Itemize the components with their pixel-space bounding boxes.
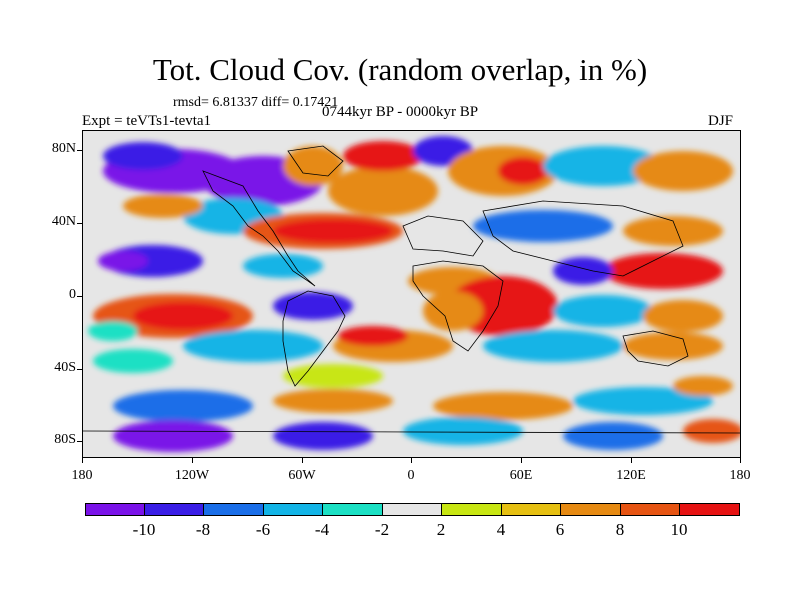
colorbar-box-7 <box>501 503 561 516</box>
map-title: Tot. Cloud Cov. (random overlap, in %) <box>152 52 648 87</box>
lat-label-0: 0 <box>69 287 76 302</box>
lon-tick <box>740 458 741 463</box>
lat-label-80s: 80S <box>54 432 76 447</box>
lon-label-120e: 120E <box>616 468 646 483</box>
lon-label-60e: 60E <box>509 468 533 483</box>
colorbar-box-10 <box>679 503 740 516</box>
lon-label-120w: 120W <box>174 468 210 483</box>
lon-tick <box>82 458 83 463</box>
colorbar-label: 4 <box>496 520 506 539</box>
colorbar-label: -10 <box>132 520 156 539</box>
colorbar-box-4 <box>322 503 383 516</box>
lon-tick <box>302 458 303 463</box>
colorbar-box-3 <box>263 503 323 516</box>
lon-tick <box>411 458 412 463</box>
lon-label-180e: 180 <box>729 468 751 483</box>
colorbar-box-9 <box>620 503 680 516</box>
lon-label-0: 0 <box>407 468 415 483</box>
colorbar <box>85 503 740 516</box>
lat-tick <box>77 150 82 151</box>
colorbar-label: -2 <box>374 520 390 539</box>
rmsd-diff-stats: rmsd= 6.81337 diff= 0.17421 <box>173 95 339 110</box>
lat-tick <box>77 369 82 370</box>
colorbar-box-8 <box>560 503 621 516</box>
coastlines <box>83 145 740 434</box>
experiment-label: Expt = teVTs1-tevta1 <box>82 113 212 129</box>
time-period-label: 0744kyr BP - 0000kyr BP <box>322 104 479 120</box>
colorbar-label: -6 <box>255 520 271 539</box>
colorbar-box-0 <box>85 503 145 516</box>
colorbar-label: 10 <box>670 520 688 539</box>
lat-tick <box>77 223 82 224</box>
colorbar-box-1 <box>144 503 204 516</box>
lon-tick <box>631 458 632 463</box>
season-label: DJF <box>708 113 734 129</box>
lon-tick <box>521 458 522 463</box>
colorbar-label: -4 <box>314 520 330 539</box>
lat-label-80n: 80N <box>51 141 76 156</box>
lat-tick <box>77 296 82 297</box>
colorbar-label: 6 <box>555 520 565 539</box>
lon-label-60w: 60W <box>288 468 316 483</box>
lon-label-180w: 180 <box>71 468 93 483</box>
cloud-cover-anomaly-map <box>82 130 741 458</box>
colorbar-box-6 <box>441 503 502 516</box>
colorbar-label: 2 <box>436 520 446 539</box>
colorbar-box-2 <box>203 503 264 516</box>
lat-label-40n: 40N <box>51 214 76 229</box>
map-field <box>83 131 740 457</box>
lon-tick <box>192 458 193 463</box>
lat-tick <box>77 441 82 442</box>
colorbar-label: -8 <box>195 520 211 539</box>
lat-label-40s: 40S <box>54 360 76 375</box>
colorbar-label: 8 <box>615 520 625 539</box>
colorbar-box-5 <box>382 503 442 516</box>
